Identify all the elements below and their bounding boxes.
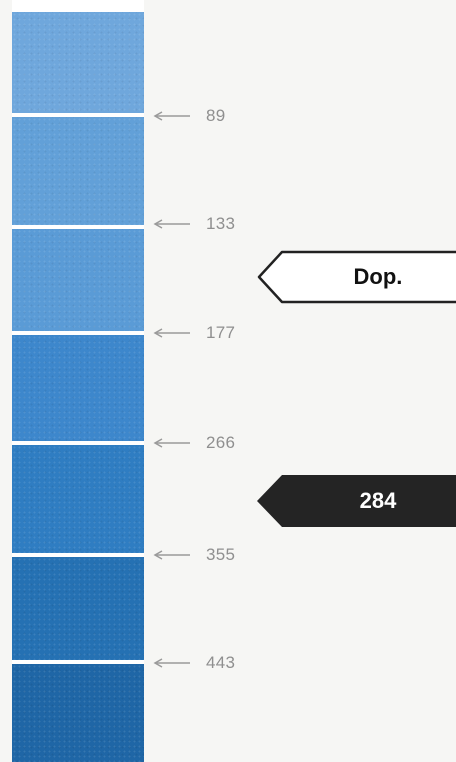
color-strip [12,0,144,762]
marker-value: 133 [206,214,236,233]
marker-value: 89 [206,106,226,125]
marker-row: 355 [152,545,235,565]
marker-value: 177 [206,323,236,342]
tag-shape [257,475,456,527]
color-swatch [12,229,144,331]
dop-tag-label: Dop. [353,264,403,289]
arrow-left-icon [153,328,190,338]
marker-row: 89 [152,106,226,126]
color-swatch [12,664,144,762]
tag-shape [257,250,456,304]
color-swatch [12,445,144,553]
value-tag-label: 284 [359,488,397,513]
color-swatch [12,557,144,660]
value-tag: 284 [256,474,456,528]
color-swatch [12,12,144,113]
marker-value: 443 [206,653,236,672]
marker-row: 266 [152,433,235,453]
arrow-left-icon [153,438,190,448]
arrow-left-icon [153,111,190,121]
marker-row: 177 [152,323,235,343]
arrow-left-icon [153,550,190,560]
marker-row: 443 [152,653,235,673]
color-swatch [12,117,144,225]
color-swatch [12,335,144,441]
arrow-left-icon [153,219,190,229]
marker-value: 266 [206,433,236,452]
marker-value: 355 [206,545,236,564]
marker-row: 133 [152,214,235,234]
arrow-left-icon [153,658,190,668]
dop-tag: Dop. [256,250,456,304]
